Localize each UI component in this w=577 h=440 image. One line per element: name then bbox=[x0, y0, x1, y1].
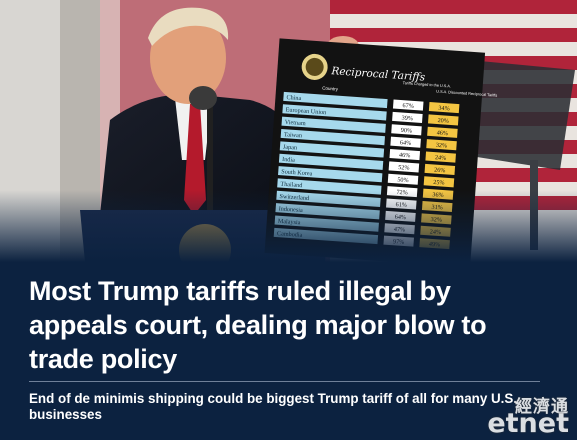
board-reciprocal-cell bbox=[426, 139, 457, 151]
board-reciprocal-cell bbox=[427, 126, 458, 138]
headline[interactable]: Most Trump tariffs ruled illegal by appe… bbox=[29, 276, 487, 374]
board-reciprocal-cell bbox=[427, 114, 459, 126]
board-charged-cell bbox=[390, 136, 421, 148]
board-charged-cell bbox=[389, 149, 421, 161]
board-country-label: China bbox=[286, 94, 301, 102]
board-country-label: Thailand bbox=[280, 181, 303, 190]
board-country-cell bbox=[282, 104, 387, 121]
board-country-label: European Union bbox=[285, 106, 326, 116]
board-column-country: Country bbox=[322, 86, 339, 92]
board-reciprocal-cell bbox=[424, 163, 456, 175]
subheadline[interactable]: End of de minimis shipping could be bigg… bbox=[29, 391, 518, 422]
board-reciprocal-value: 20% bbox=[437, 117, 449, 125]
board-reciprocal-value: 34% bbox=[438, 105, 450, 113]
board-reciprocal-value: 46% bbox=[436, 129, 448, 137]
board-charged-value: 39% bbox=[401, 115, 413, 123]
board-reciprocal-cell bbox=[423, 176, 455, 188]
board-charged-cell bbox=[392, 99, 424, 111]
board-country-cell bbox=[278, 166, 383, 183]
headline-area: Most Trump tariffs ruled illegal by appe… bbox=[0, 262, 577, 440]
watermark-chinese: 經濟通 bbox=[515, 397, 569, 417]
board-country-cell bbox=[280, 128, 385, 146]
board-reciprocal-value: 32% bbox=[436, 142, 448, 150]
board-reciprocal-value: 25% bbox=[433, 179, 445, 187]
board-charged-cell bbox=[392, 111, 423, 123]
board-charged-cell bbox=[387, 173, 419, 185]
board-charged-value: 90% bbox=[401, 127, 413, 135]
board-country-cell bbox=[281, 116, 386, 133]
board-reciprocal-value: 24% bbox=[435, 154, 447, 162]
news-photo: Reciprocal Tariffs Country Tariffs Charg… bbox=[0, 0, 577, 262]
board-charged-value: 52% bbox=[398, 164, 410, 172]
board-country-cell bbox=[278, 153, 384, 170]
board-country-label: Vietnam bbox=[284, 119, 306, 127]
board-country-label: Japan bbox=[283, 144, 298, 152]
watermark-english: etnet bbox=[487, 408, 569, 439]
board-reciprocal-cell bbox=[428, 102, 460, 114]
board-charged-value: 46% bbox=[399, 152, 411, 160]
etnet-watermark-logo: 經濟通 etnet bbox=[481, 392, 571, 438]
board-reciprocal-cell bbox=[425, 151, 456, 163]
board-column-charged: Tariffs Charged to the U.S.A. bbox=[403, 81, 451, 88]
divider bbox=[29, 381, 540, 382]
board-charged-value: 67% bbox=[402, 102, 414, 110]
board-country-cell bbox=[283, 91, 388, 109]
board-charged-value: 50% bbox=[397, 176, 409, 184]
board-country-label: Taiwan bbox=[284, 131, 303, 139]
board-charged-cell bbox=[388, 161, 420, 173]
board-column-reciprocal: U.S.A. Discounted Reciprocal Tariffs bbox=[436, 89, 497, 97]
board-country-cell bbox=[279, 141, 385, 158]
board-charged-cell bbox=[391, 124, 422, 136]
board-country-label: South Korea bbox=[281, 168, 313, 177]
board-reciprocal-value: 26% bbox=[434, 167, 446, 175]
board-charged-value: 64% bbox=[400, 139, 412, 147]
board-country-label: India bbox=[282, 156, 295, 164]
